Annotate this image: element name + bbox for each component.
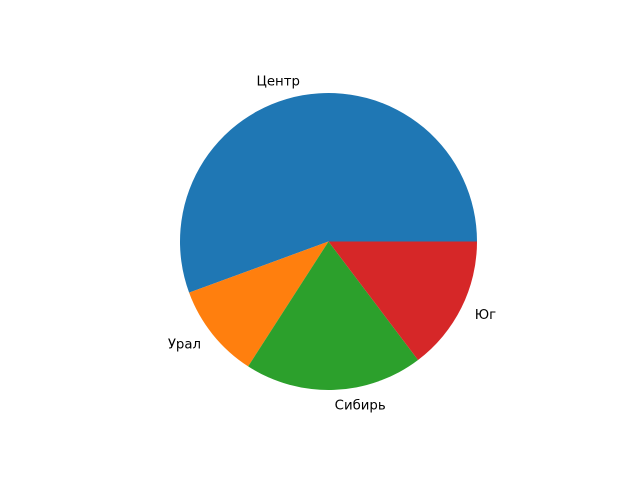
slice-label-centr: Центр: [257, 74, 300, 89]
pie-slice-ural: [189, 241, 329, 367]
slice-label-sibir: Сибирь: [335, 397, 386, 413]
pie-slice-yug: [328, 241, 477, 360]
pie-slice-sibir: [248, 241, 419, 391]
slice-label-ural: Урал: [168, 337, 201, 352]
slice-label-yug: Юг: [475, 308, 496, 323]
pie-slices-group: [180, 92, 477, 391]
pie-labels-group: Центр Урал Сибирь Юг: [168, 74, 496, 413]
pie-slice-centr: [180, 92, 477, 293]
